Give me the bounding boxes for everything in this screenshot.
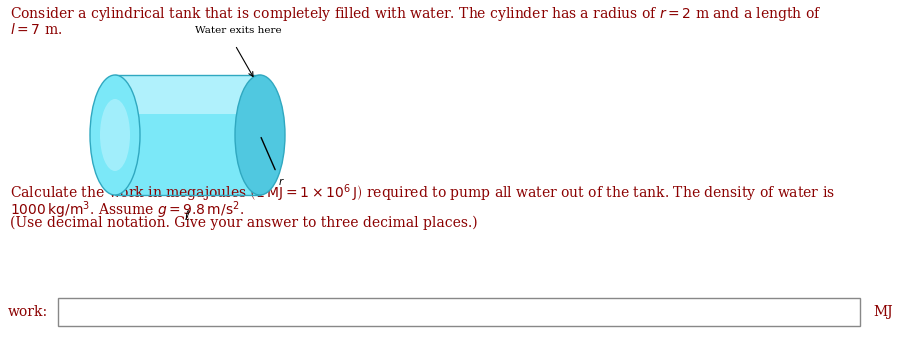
Ellipse shape: [235, 75, 285, 195]
Text: $r$: $r$: [278, 176, 285, 187]
Polygon shape: [115, 75, 260, 195]
Text: MJ: MJ: [873, 305, 892, 319]
Text: $l = 7$ m.: $l = 7$ m.: [10, 22, 62, 37]
Ellipse shape: [90, 75, 140, 195]
Text: work:: work:: [8, 305, 48, 319]
Text: Water exits here: Water exits here: [195, 26, 281, 35]
Polygon shape: [115, 75, 260, 114]
Text: $1000\,\mathrm{kg/m^3}$. Assume $g = 9.8\,\mathrm{m/s^2}$.: $1000\,\mathrm{kg/m^3}$. Assume $g = 9.8…: [10, 199, 244, 221]
Text: (Use decimal notation. Give your answer to three decimal places.): (Use decimal notation. Give your answer …: [10, 216, 478, 231]
Text: $\ell$: $\ell$: [185, 209, 191, 223]
Text: Consider a cylindrical tank that is completely filled with water. The cylinder h: Consider a cylindrical tank that is comp…: [10, 5, 822, 23]
Bar: [58, 298, 860, 326]
Text: Calculate the work in megajoules $\left(1\,\mathrm{MJ} = 1 \times 10^6\,\mathrm{: Calculate the work in megajoules $\left(…: [10, 182, 834, 204]
Ellipse shape: [100, 99, 130, 171]
